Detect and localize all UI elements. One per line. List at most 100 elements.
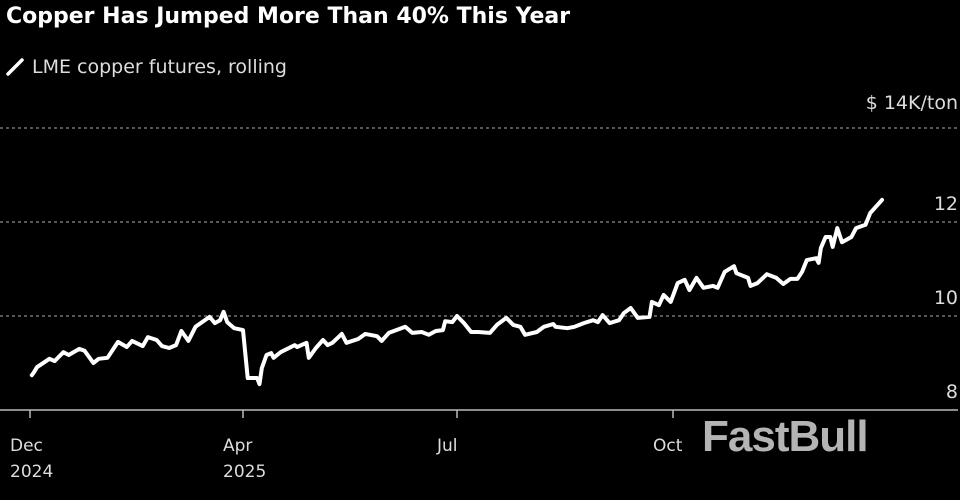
- data-point: [451, 321, 453, 323]
- data-point: [270, 352, 272, 354]
- data-point: [258, 383, 260, 385]
- data-point: [411, 332, 413, 334]
- data-point: [850, 236, 852, 238]
- data-point: [194, 326, 196, 328]
- data-point: [470, 331, 472, 333]
- data-point: [782, 283, 784, 285]
- data-point: [428, 334, 430, 336]
- data-point: [724, 271, 726, 273]
- data-point: [733, 265, 735, 267]
- data-point: [357, 338, 359, 340]
- y-tick-label: 12: [934, 193, 958, 215]
- data-point: [261, 367, 263, 369]
- data-point: [175, 344, 177, 346]
- data-point: [273, 357, 275, 359]
- data-point: [180, 330, 182, 332]
- data-point: [126, 346, 128, 348]
- data-point: [247, 377, 249, 379]
- data-point: [280, 351, 282, 353]
- data-point: [404, 326, 406, 328]
- x-tick-label: Dec: [10, 436, 43, 456]
- x-tick-label: 2024: [10, 462, 53, 482]
- data-point: [829, 236, 831, 238]
- data-point: [703, 287, 705, 289]
- data-point: [573, 326, 575, 328]
- data-point: [266, 354, 268, 356]
- data-point: [602, 314, 604, 316]
- data-point: [223, 311, 225, 313]
- data-point: [688, 289, 690, 291]
- data-point: [496, 324, 498, 326]
- data-point: [219, 319, 221, 321]
- data-point: [92, 362, 94, 364]
- data-point: [815, 257, 817, 259]
- data-point: [364, 333, 366, 335]
- data-point: [512, 324, 514, 326]
- data-point: [98, 358, 100, 360]
- data-point: [855, 227, 857, 229]
- data-point: [345, 342, 347, 344]
- data-point: [489, 332, 491, 334]
- data-point: [62, 351, 64, 353]
- data-point: [836, 227, 838, 229]
- data-point: [670, 301, 672, 303]
- data-point: [766, 273, 768, 275]
- data-point: [881, 199, 883, 201]
- y-tick-label: 10: [934, 287, 958, 309]
- data-point: [381, 340, 383, 342]
- data-point: [341, 333, 343, 335]
- data-point: [444, 320, 446, 322]
- data-point: [618, 319, 620, 321]
- data-point: [684, 279, 686, 281]
- data-point: [296, 346, 298, 348]
- data-point: [68, 354, 70, 356]
- data-point: [524, 334, 526, 336]
- data-point: [832, 246, 834, 248]
- data-point: [630, 307, 632, 309]
- data-point: [187, 340, 189, 342]
- data-point: [552, 323, 554, 325]
- data-point: [519, 326, 521, 328]
- data-point: [536, 331, 538, 333]
- series-line: [29, 197, 884, 387]
- data-point: [477, 331, 479, 333]
- data-point: [54, 360, 56, 362]
- data-point: [233, 327, 235, 329]
- x-tick-label: Apr: [223, 436, 252, 456]
- data-point: [322, 339, 324, 341]
- data-point: [555, 326, 557, 328]
- x-tick-label: Jul: [436, 436, 458, 456]
- data-point: [435, 330, 437, 332]
- data-point: [735, 272, 737, 274]
- data-point: [717, 287, 719, 289]
- chart-title: Copper Has Jumped More Than 40% This Yea…: [6, 4, 571, 29]
- data-point: [84, 350, 86, 352]
- data-point: [592, 319, 594, 321]
- data-point: [663, 294, 665, 296]
- data-point: [142, 345, 144, 347]
- y-tick-label: 8: [946, 381, 958, 403]
- data-point: [168, 347, 170, 349]
- data-point: [376, 335, 378, 337]
- data-point: [677, 282, 679, 284]
- data-point: [106, 357, 108, 359]
- data-point: [749, 285, 751, 287]
- data-point: [48, 358, 50, 360]
- data-point: [305, 342, 307, 344]
- data-point: [796, 278, 798, 280]
- data-point: [658, 304, 660, 306]
- legend-label: LME copper futures, rolling: [32, 56, 287, 78]
- data-point: [825, 236, 827, 238]
- data-point: [442, 329, 444, 331]
- data-point: [865, 224, 867, 226]
- data-point: [801, 271, 803, 273]
- data-point: [841, 241, 843, 243]
- data-point: [388, 332, 390, 334]
- data-point: [789, 278, 791, 280]
- data-point: [331, 342, 333, 344]
- data-point: [583, 322, 585, 324]
- legend: LME copper futures, rolling: [6, 56, 287, 78]
- data-point: [869, 212, 871, 214]
- data-point: [543, 326, 545, 328]
